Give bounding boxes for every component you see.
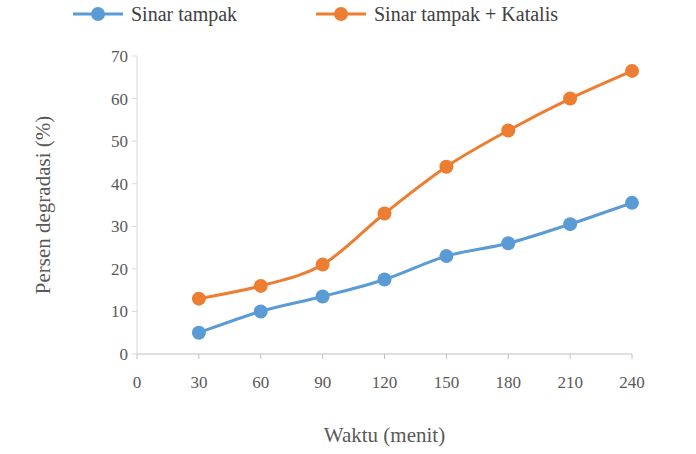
x-tick	[137, 354, 138, 359]
y-axis-label: Persen degradasi (%)	[31, 116, 55, 294]
series-marker	[316, 258, 330, 272]
x-tick	[260, 354, 261, 359]
series-marker	[378, 207, 392, 221]
series-line	[199, 203, 632, 333]
x-tick-label: 210	[557, 373, 583, 392]
y-tick	[132, 56, 137, 57]
series-marker	[254, 279, 268, 293]
x-tick	[570, 354, 571, 359]
x-tick	[446, 354, 447, 359]
y-tick-label: 30	[111, 217, 128, 236]
y-tick-label: 60	[111, 90, 128, 109]
series-marker	[192, 326, 206, 340]
y-tick	[132, 311, 137, 312]
x-tick-label: 90	[314, 373, 331, 392]
y-tick-label: 0	[120, 345, 129, 364]
x-tick-label: 60	[252, 373, 269, 392]
x-tick-label: 240	[619, 373, 645, 392]
series-marker	[316, 290, 330, 304]
series-marker	[563, 217, 577, 231]
x-tick	[508, 354, 509, 359]
legend-label: Sinar tampak	[131, 3, 237, 26]
y-tick	[132, 268, 137, 269]
x-axis-label: Waktu (menit)	[324, 423, 445, 447]
x-tick	[632, 354, 633, 359]
y-tick	[132, 183, 137, 184]
legend-marker	[334, 7, 348, 21]
y-tick-label: 10	[111, 302, 128, 321]
y-tick-label: 70	[111, 47, 128, 66]
x-tick-label: 150	[434, 373, 460, 392]
series-marker	[439, 160, 453, 174]
y-tick	[132, 226, 137, 227]
series-line	[199, 71, 632, 299]
series-marker	[254, 304, 268, 318]
series-marker	[625, 196, 639, 210]
y-tick	[132, 141, 137, 142]
series-marker	[563, 92, 577, 106]
series-marker	[378, 273, 392, 287]
legend-label: Sinar tampak + Katalis	[374, 3, 558, 26]
series-marker	[501, 236, 515, 250]
y-tick	[132, 354, 137, 355]
series-marker	[192, 292, 206, 306]
y-tick-label: 20	[111, 260, 128, 279]
x-tick-label: 180	[496, 373, 522, 392]
chart: 0 10 20 30 40 50 60 70 0 30 60 90 120 150 180 210 240 Wak…	[0, 0, 696, 454]
x-tick-label: 0	[133, 373, 142, 392]
x-tick	[384, 354, 385, 359]
x-tick-label: 120	[372, 373, 398, 392]
y-tick-label: 40	[111, 175, 128, 194]
y-tick-label: 50	[111, 132, 128, 151]
x-tick	[322, 354, 323, 359]
plot-area	[192, 64, 639, 340]
x-tick-label: 30	[190, 373, 207, 392]
x-tick	[198, 354, 199, 359]
y-axis	[137, 56, 138, 354]
series-marker	[625, 64, 639, 78]
series-marker	[501, 124, 515, 138]
y-tick	[132, 98, 137, 99]
series-marker	[439, 249, 453, 263]
legend-marker	[91, 7, 105, 21]
